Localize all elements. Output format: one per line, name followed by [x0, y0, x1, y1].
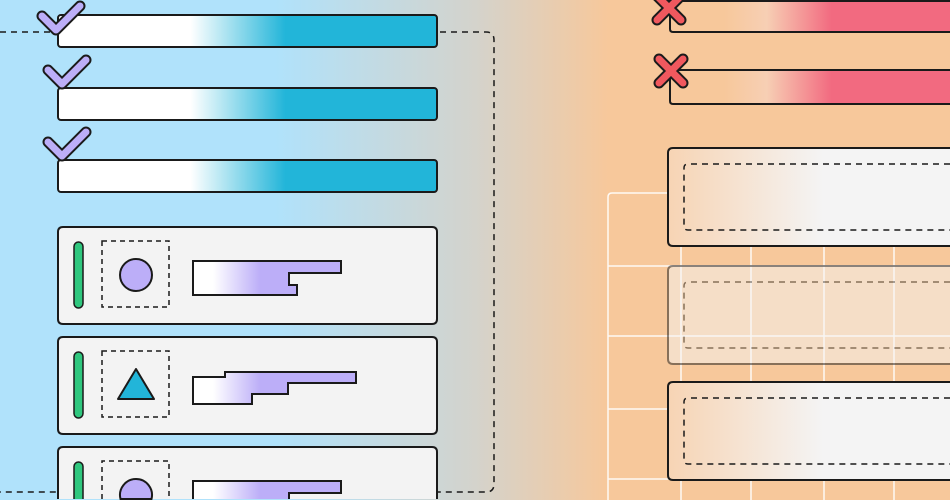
checkmark-icon — [38, 2, 84, 34]
circle-icon — [119, 258, 153, 292]
dashed-input-placeholder — [683, 163, 950, 231]
card — [57, 336, 438, 435]
text-placeholder — [192, 371, 357, 405]
circle-icon — [119, 478, 153, 500]
cards — [57, 226, 438, 500]
status-indicator — [73, 241, 84, 309]
error-bar — [651, 0, 950, 33]
checkmark-icon — [44, 56, 90, 88]
error-progress-bar — [669, 69, 950, 105]
success-bars — [36, 0, 438, 193]
placeholder-boxes — [667, 147, 950, 481]
dashed-input-placeholder — [683, 281, 950, 349]
x-mark-icon — [655, 55, 687, 87]
card — [57, 226, 438, 325]
error-bars — [651, 0, 950, 105]
error-progress-bar — [669, 0, 950, 33]
icon-placeholder — [101, 460, 170, 499]
placeholder-box — [667, 147, 950, 247]
dashed-input-placeholder — [683, 397, 950, 465]
status-indicator — [73, 351, 84, 419]
checkmark-icon — [44, 128, 90, 160]
success-bar — [42, 126, 438, 193]
placeholder-box — [667, 381, 950, 481]
placeholder-box — [667, 265, 950, 365]
triangle-icon — [117, 368, 155, 400]
text-placeholder — [192, 260, 342, 296]
x-mark-icon — [653, 0, 685, 24]
progress-bar — [57, 14, 438, 48]
text-placeholder — [192, 480, 342, 499]
progress-bar — [57, 87, 438, 121]
progress-bar — [57, 159, 438, 193]
success-bar — [36, 0, 438, 48]
card — [57, 446, 438, 500]
error-bar — [653, 53, 950, 105]
success-bar — [42, 54, 438, 121]
status-indicator — [73, 461, 84, 499]
dashed-connector — [0, 31, 495, 493]
